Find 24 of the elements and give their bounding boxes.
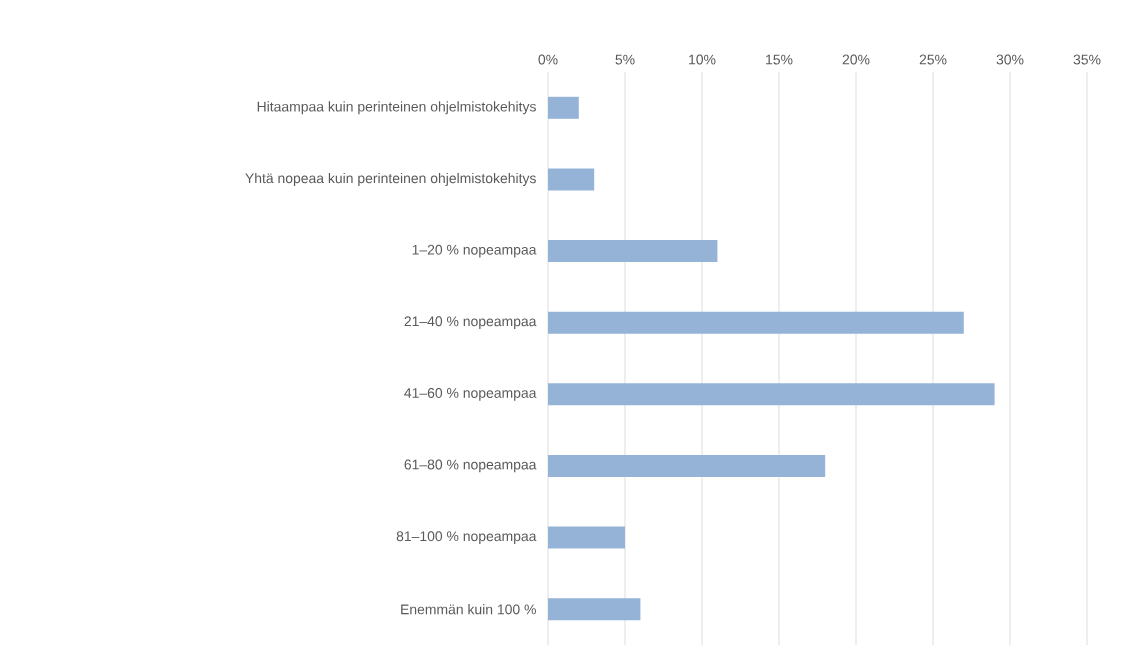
bar [548, 96, 579, 119]
x-tick-label: 15% [766, 54, 793, 65]
x-tick-label: 25% [919, 54, 947, 65]
bar [548, 526, 625, 549]
y-tick-label: 1–20 % nopeampaa [412, 244, 537, 258]
x-tick-label: 35% [1073, 54, 1101, 65]
y-tick-label: 41–60 % nopeampaa [404, 387, 537, 401]
y-tick-label: 61–80 % nopeampaa [404, 459, 537, 473]
bar [548, 240, 718, 263]
x-tick-label: 0% [538, 54, 558, 65]
y-tick-label: Hitaampaa kuin perinteinen ohjelmistokehitys [257, 101, 536, 115]
bar [548, 598, 641, 621]
bar [548, 168, 595, 191]
y-tick-label: 21–40 % nopeampaa [404, 316, 537, 329]
bar [548, 311, 964, 334]
x-tick-label: 30% [996, 54, 1024, 65]
x-tick-label: 10% [689, 54, 716, 65]
y-tick-label: 81–100 % nopeampaa [396, 531, 537, 544]
x-tick-label: 5% [615, 54, 635, 65]
bar [548, 454, 826, 477]
y-tick-label: Yhtä nopeaa kuin perinteinen ohjelmistokehitys [245, 172, 536, 186]
x-tick-label: 20% [842, 54, 870, 65]
bar [548, 383, 995, 406]
y-tick-label: Enemmän kuin 100 % [401, 604, 536, 615]
